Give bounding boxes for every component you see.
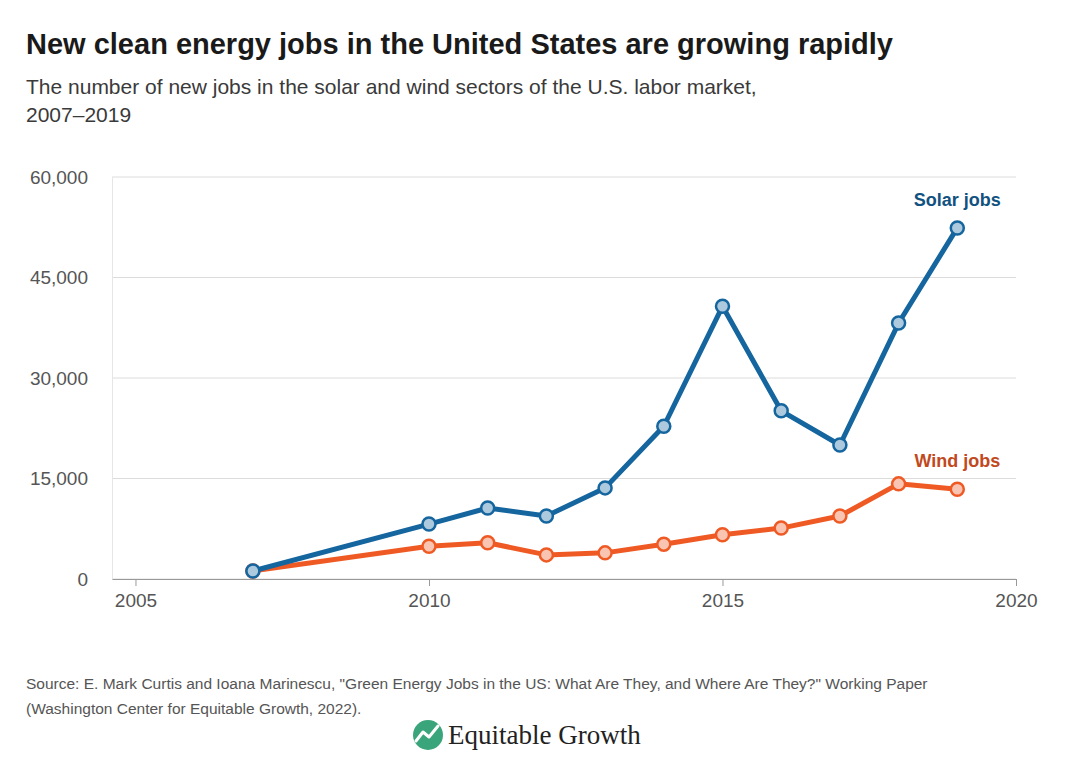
y-tick: 0 xyxy=(77,569,112,590)
x-tick: 2020 xyxy=(995,579,1037,611)
series-marker xyxy=(716,528,729,541)
grid xyxy=(112,177,1016,579)
series-marker xyxy=(892,477,905,490)
y-tick: 45,000 xyxy=(30,267,112,288)
x-tick: 2005 xyxy=(115,579,157,611)
grid-line xyxy=(112,579,1016,580)
brand-text: Equitable Growth xyxy=(448,720,641,750)
grid-line xyxy=(112,277,1016,278)
x-tick-label: 2005 xyxy=(115,590,157,611)
series-marker xyxy=(657,420,670,433)
grid-line xyxy=(112,378,1016,379)
y-tick: 15,000 xyxy=(30,468,112,489)
x-axis: 2005 2010 2015 2020 xyxy=(113,579,1038,611)
x-tick: 2010 xyxy=(408,579,450,611)
series-line xyxy=(253,484,957,571)
grid-line xyxy=(112,177,1016,178)
brand-icon xyxy=(413,720,443,750)
grid-line xyxy=(112,478,1016,479)
y-axis-line xyxy=(112,178,113,580)
x-tick-label: 2010 xyxy=(408,590,450,611)
series-marker xyxy=(540,510,553,523)
y-tick-label: 45,000 xyxy=(30,267,88,288)
plot-area xyxy=(246,221,963,577)
series-marker xyxy=(951,483,964,496)
series-marker xyxy=(775,404,788,417)
series-marker xyxy=(892,317,905,330)
series-marker xyxy=(775,522,788,535)
y-tick: 60,000 xyxy=(30,167,112,188)
title: New clean energy jobs in the United Stat… xyxy=(26,28,893,60)
y-tick: 30,000 xyxy=(30,368,112,389)
series-marker xyxy=(422,518,435,531)
brand: Equitable Growth xyxy=(413,720,641,750)
series-label: Solar jobs xyxy=(914,190,1001,210)
subtitle: The number of new jobs in the solar and … xyxy=(26,75,757,98)
series-label: Wind jobs xyxy=(914,451,1000,471)
series-marker xyxy=(599,546,612,559)
series-marker xyxy=(422,540,435,553)
brand-icon-mark xyxy=(416,726,438,741)
series-marker xyxy=(246,564,259,577)
series-marker xyxy=(481,501,494,514)
series-marker xyxy=(716,300,729,313)
y-tick-label: 60,000 xyxy=(30,167,88,188)
y-tick-label: 0 xyxy=(77,569,88,590)
series-marker xyxy=(951,221,964,234)
y-tick-label: 30,000 xyxy=(30,368,88,389)
source: Source: E. Mark Curtis and Ioana Marines… xyxy=(26,675,928,692)
source: (Washington Center for Equitable Growth,… xyxy=(26,700,361,717)
series-line xyxy=(253,228,957,571)
series-marker xyxy=(540,548,553,561)
y-axis: 0 15,000 30,000 45,000 60,000 xyxy=(30,167,113,590)
chart: New clean energy jobs in the United Stat… xyxy=(0,0,1080,766)
x-tick-label: 2020 xyxy=(995,590,1037,611)
x-tick: 2015 xyxy=(702,579,744,611)
series-marker xyxy=(833,439,846,452)
series-marker xyxy=(833,510,846,523)
x-tick-mark xyxy=(429,579,430,586)
series-marker xyxy=(657,538,670,551)
series-marker xyxy=(246,564,259,577)
y-tick-label: 15,000 xyxy=(30,468,88,489)
x-tick-mark xyxy=(135,579,136,586)
x-tick-mark xyxy=(1016,579,1017,586)
series-marker xyxy=(599,481,612,494)
series-marker xyxy=(481,536,494,549)
x-axis-line xyxy=(113,579,1017,580)
subtitle: 2007–2019 xyxy=(26,103,131,126)
x-tick-mark xyxy=(722,579,723,586)
x-tick-label: 2015 xyxy=(702,590,744,611)
